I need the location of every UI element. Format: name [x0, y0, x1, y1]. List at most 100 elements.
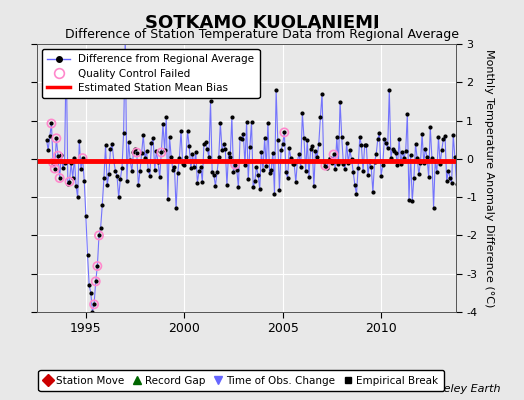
Point	[375, 130, 384, 137]
Point	[361, 142, 369, 148]
Point	[336, 98, 344, 105]
Point	[126, 157, 134, 163]
Point	[341, 166, 349, 172]
Point	[205, 154, 213, 160]
Point	[451, 154, 459, 160]
Point	[288, 160, 297, 167]
Point	[388, 145, 397, 152]
Point	[59, 165, 67, 172]
Point	[269, 150, 277, 156]
Point	[214, 154, 223, 160]
Point	[298, 110, 307, 117]
Text: Difference of Station Temperature Data from Regional Average: Difference of Station Temperature Data f…	[65, 28, 459, 41]
Point	[446, 174, 454, 181]
Point	[95, 232, 103, 239]
Point	[280, 129, 289, 136]
Point	[56, 175, 64, 181]
Point	[311, 148, 320, 154]
Point	[323, 165, 331, 172]
Point	[96, 224, 105, 231]
Point	[220, 141, 228, 148]
Point	[300, 135, 308, 142]
Point	[72, 183, 80, 189]
Point	[259, 166, 267, 173]
Point	[249, 184, 257, 191]
Y-axis label: Monthly Temperature Anomaly Difference (°C): Monthly Temperature Anomaly Difference (…	[484, 49, 494, 307]
Point	[110, 158, 118, 164]
Point	[314, 140, 323, 147]
Point	[162, 114, 170, 121]
Point	[364, 172, 372, 178]
Point	[82, 213, 90, 220]
Point	[172, 205, 180, 212]
Point	[384, 145, 392, 152]
Point	[243, 118, 251, 125]
Point	[394, 162, 402, 169]
Point	[400, 155, 408, 161]
Point	[301, 168, 310, 175]
Point	[146, 172, 154, 179]
Point	[133, 149, 141, 156]
Point	[150, 167, 159, 173]
Point	[47, 120, 56, 127]
Point	[305, 174, 313, 180]
Point	[370, 159, 379, 166]
Point	[256, 186, 264, 192]
Point	[438, 146, 446, 153]
Point	[244, 176, 253, 183]
Point	[208, 169, 216, 175]
Point	[252, 164, 260, 170]
Point	[247, 119, 256, 125]
Point	[444, 167, 453, 174]
Point	[124, 139, 133, 146]
Point	[447, 180, 456, 186]
Point	[101, 142, 110, 148]
Point	[213, 169, 221, 175]
Point	[414, 171, 423, 178]
Point	[452, 180, 461, 187]
Point	[52, 135, 61, 142]
Point	[49, 160, 57, 166]
Point	[211, 182, 220, 189]
Point	[70, 155, 79, 161]
Point	[83, 251, 92, 258]
Point	[170, 164, 179, 170]
Point	[206, 98, 215, 105]
Point	[182, 154, 190, 160]
Point	[216, 120, 225, 126]
Point	[272, 87, 280, 93]
Point	[346, 147, 354, 154]
Point	[241, 162, 249, 168]
Point	[421, 145, 430, 152]
Point	[278, 141, 287, 148]
Point	[230, 169, 238, 176]
Point	[137, 150, 146, 156]
Point	[128, 168, 136, 174]
Point	[98, 202, 106, 208]
Point	[86, 290, 95, 296]
Point	[352, 191, 361, 197]
Point	[50, 166, 59, 172]
Point	[285, 145, 293, 152]
Point	[280, 129, 289, 136]
Point	[80, 178, 89, 184]
Point	[154, 159, 162, 165]
Point	[231, 161, 239, 168]
Point	[93, 263, 102, 269]
Point	[67, 160, 75, 167]
Point	[316, 114, 324, 120]
Point	[198, 178, 206, 185]
Point	[139, 132, 147, 138]
Point	[179, 160, 187, 167]
Point	[377, 172, 385, 179]
Point	[47, 120, 56, 127]
Point	[111, 168, 119, 174]
Point	[60, 159, 69, 166]
Point	[183, 128, 192, 134]
Point	[330, 151, 338, 158]
Point	[167, 154, 176, 160]
Point	[283, 175, 292, 181]
Point	[426, 124, 434, 131]
Point	[143, 148, 151, 154]
Point	[407, 152, 415, 158]
